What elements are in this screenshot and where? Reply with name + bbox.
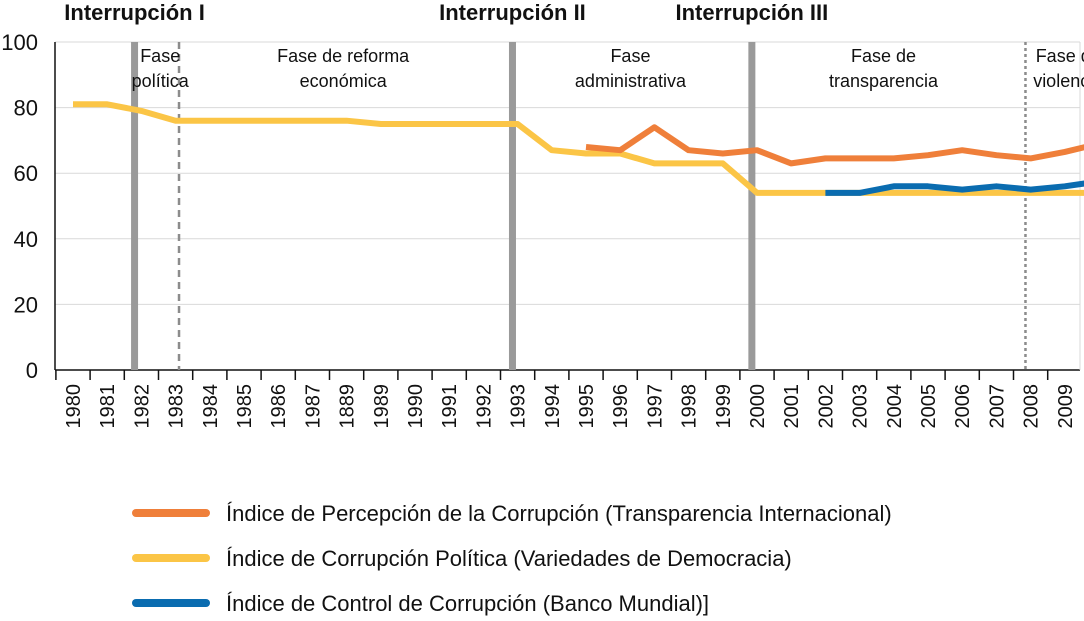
interruption-label: Interrupción II <box>439 0 586 25</box>
x-tick-label: 1997 <box>644 384 666 429</box>
x-tick-label: 2004 <box>884 384 906 429</box>
interruption-label: Interrupción III <box>675 0 828 25</box>
interruption-bar <box>508 42 516 370</box>
x-tick-label: 1980 <box>63 384 85 429</box>
x-tick-label: 1989 <box>371 384 393 429</box>
y-tick-label: 60 <box>14 161 38 186</box>
x-tick-label: 1991 <box>439 384 461 429</box>
x-tick-label: 2007 <box>986 384 1008 429</box>
phase-label: Fase de reforma <box>277 46 410 66</box>
series-layer <box>73 101 1084 196</box>
x-tick-label: 1998 <box>679 384 701 429</box>
x-tick-label: 1987 <box>302 384 324 429</box>
series-line <box>73 101 1084 196</box>
legend-label: Índice de Control de Corrupción (Banco M… <box>226 591 709 616</box>
x-tick-label: 1994 <box>542 384 564 429</box>
x-tick-label: 1990 <box>405 384 427 429</box>
x-tick-label: 1992 <box>473 384 495 429</box>
series-line <box>825 180 1084 196</box>
x-tick-label: 2005 <box>918 384 940 429</box>
x-tick-label: 2002 <box>815 384 837 429</box>
x-tick-label: 1889 <box>337 384 359 429</box>
x-tick-label: 1984 <box>200 384 222 429</box>
x-tick-label: 1985 <box>234 384 256 429</box>
x-tick-label: 1995 <box>576 384 598 429</box>
interruption-bar <box>748 42 756 370</box>
x-tick-label: 1993 <box>508 384 530 429</box>
text-layer: Interrupción I Interrupción II Interrupció… <box>64 0 1084 91</box>
y-tick-label: 0 <box>26 358 38 383</box>
x-tick-label: 1982 <box>131 384 153 429</box>
x-tick-label: 1999 <box>713 384 735 429</box>
phase-label: violencia <box>1033 71 1084 91</box>
phase-label: Fase <box>610 46 650 66</box>
x-tick-label: 2001 <box>781 384 803 429</box>
axis-layer: 0 20 40 60 80 100 1980 1981 1982 1983 1984 1985 1986… <box>1 30 1081 429</box>
interruption-bar <box>131 42 139 370</box>
phase-label: administrativa <box>575 71 687 91</box>
interruption-label: Interrupción I <box>64 0 205 25</box>
x-tick-label: 1981 <box>97 384 119 429</box>
phase-label: Fase <box>140 46 180 66</box>
phase-label: Fase de <box>851 46 916 66</box>
grid-layer <box>55 41 1080 305</box>
legend-label: Índice de Percepción de la Corrupción (T… <box>226 501 892 526</box>
x-tick-label: 2008 <box>1021 384 1043 429</box>
x-tick-label: 2009 <box>1055 384 1077 429</box>
divider-layer <box>131 42 1027 370</box>
x-tick-label: 2000 <box>747 384 769 429</box>
phase-label: transparencia <box>829 71 939 91</box>
x-tick-label: 2003 <box>850 384 872 429</box>
x-tick-label: 2006 <box>952 384 974 429</box>
y-tick-label: 40 <box>14 227 38 252</box>
y-tick-label: 20 <box>14 292 38 317</box>
phase-label: política <box>132 71 190 91</box>
series-line <box>585 124 1084 167</box>
legend: Índice de Percepción de la Corrupción (T… <box>132 501 892 616</box>
phase-label: Fase de <box>1036 46 1084 66</box>
phase-label: económica <box>300 71 388 91</box>
x-tick-label: 1983 <box>166 384 188 429</box>
y-tick-label: 80 <box>14 96 38 121</box>
y-tick-label: 100 <box>1 30 38 55</box>
x-tick-label: 1996 <box>610 384 632 429</box>
x-tick-label: 1986 <box>268 384 290 429</box>
legend-label: Índice de Corrupción Política (Variedade… <box>226 546 792 571</box>
